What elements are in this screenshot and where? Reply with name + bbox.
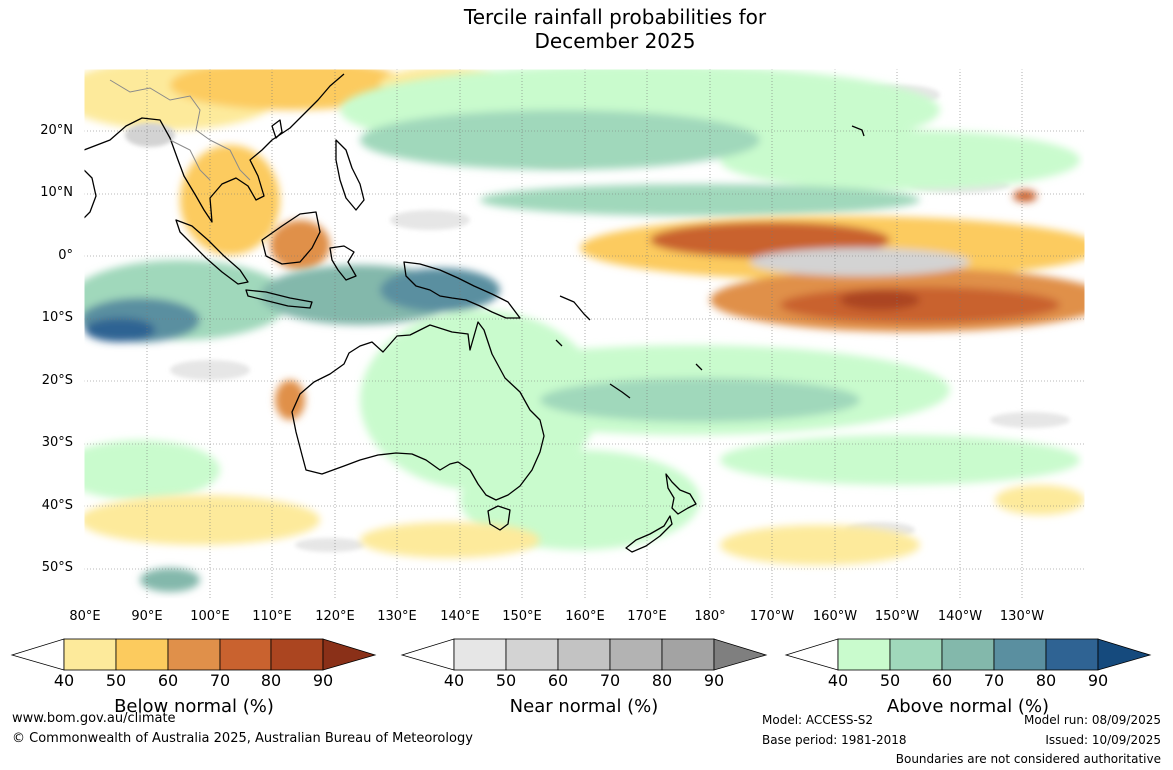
cbar-near-tick-70: 70 (599, 671, 621, 690)
lat-label-30s: 30°S (41, 435, 73, 450)
lat-label-20s: 20°S (41, 373, 73, 388)
java-coastline (245, 289, 313, 309)
country-borders (109, 79, 251, 181)
lon-label-140e: 140°E (440, 609, 480, 624)
lon-label-180: 180° (694, 609, 726, 624)
below-normal-region-equatorial-pacific (580, 190, 1085, 332)
tasmania-coastline (487, 505, 511, 531)
map-title-line2: December 2025 (534, 29, 696, 53)
india-coastline (84, 169, 97, 219)
colorbar-below-normal (10, 638, 377, 671)
lon-label-120e: 120°E (315, 609, 355, 624)
copyright-text: © Commonwealth of Australia 2025, Austra… (12, 731, 473, 746)
disclaimer-text: Boundaries are not considered authoritat… (895, 752, 1161, 766)
southeast-asia-coastline (84, 73, 345, 223)
lon-label-90e: 90°E (131, 609, 163, 624)
cbar-above-tick-80: 80 (1035, 671, 1057, 690)
below-normal-region-south (84, 380, 1085, 565)
new-zealand-south-coastline (625, 515, 673, 553)
taiwan-coastline (271, 119, 283, 139)
cbar-below-tick-40: 40 (53, 671, 75, 690)
colorbar-near-normal (400, 638, 768, 671)
sumatra-coastline (175, 219, 249, 285)
lat-label-40s: 40°S (41, 498, 73, 513)
colorbar-above-normal (784, 638, 1152, 671)
philippines-coastline (335, 139, 365, 211)
graticule (84, 69, 1085, 599)
base-period-text: Base period: 1981-2018 (762, 733, 907, 747)
cbar-below-tick-70: 70 (209, 671, 231, 690)
coastlines (84, 73, 865, 553)
borneo-coastline (261, 211, 321, 265)
pacific-islands-coastline (555, 125, 865, 399)
cbar-above-tick-60: 60 (931, 671, 953, 690)
above-normal-regions (84, 69, 1080, 592)
cbar-near-tick-50: 50 (495, 671, 517, 690)
new-guinea-coastline (403, 261, 521, 319)
cbar-near-tick-60: 60 (547, 671, 569, 690)
cbar-above-tick-70: 70 (983, 671, 1005, 690)
lon-label-170w: 170°W (749, 609, 795, 624)
lon-label-100e: 100°E (190, 609, 230, 624)
cbar-below-tick-50: 50 (105, 671, 127, 690)
lat-label-10s: 10°S (41, 310, 73, 325)
lon-label-140w: 140°W (937, 609, 983, 624)
cbar-near-tick-40: 40 (443, 671, 465, 690)
cbar-above-tick-90: 90 (1087, 671, 1109, 690)
cbar-below-tick-60: 60 (157, 671, 179, 690)
cbar-near-tick-80: 80 (651, 671, 673, 690)
lon-label-150w: 150°W (874, 609, 920, 624)
cbar-above-title: Above normal (%) (886, 696, 1050, 717)
map-frame (83, 68, 1086, 600)
issued-text: Issued: 10/09/2025 (1045, 733, 1161, 747)
lat-label-50s: 50°S (41, 560, 73, 575)
cbar-above-tick-50: 50 (879, 671, 901, 690)
lon-label-150e: 150°E (502, 609, 542, 624)
sulawesi-coastline (329, 245, 357, 281)
lon-label-160e: 160°E (565, 609, 605, 624)
lon-label-130e: 130°E (377, 609, 417, 624)
cbar-above-tick-40: 40 (827, 671, 849, 690)
lat-label-0: 0° (58, 248, 73, 263)
cbar-near-title: Near normal (%) (509, 696, 659, 717)
model-run-text: Model run: 08/09/2025 (1023, 713, 1161, 727)
lon-label-170e: 170°E (627, 609, 667, 624)
website-link[interactable]: www.bom.gov.au/climate (12, 711, 176, 726)
new-zealand-north-coastline (665, 473, 697, 515)
map-title-line1: Tercile rainfall probabilities for (463, 5, 767, 29)
lat-label-10n: 10°N (40, 185, 73, 200)
lat-label-20n: 20°N (40, 123, 73, 138)
model-text: Model: ACCESS-S2 (762, 713, 874, 727)
lon-label-160w: 160°W (812, 609, 858, 624)
cbar-near-tick-90: 90 (703, 671, 725, 690)
lon-label-130w: 130°W (999, 609, 1045, 624)
lon-label-80e: 80°E (69, 609, 101, 624)
cbar-below-tick-90: 90 (312, 671, 334, 690)
probability-field (84, 69, 1085, 599)
cbar-below-title: Below normal (%) (114, 696, 274, 717)
australia-coastline (291, 321, 545, 501)
lon-label-110e: 110°E (252, 609, 292, 624)
cbar-below-tick-80: 80 (260, 671, 282, 690)
